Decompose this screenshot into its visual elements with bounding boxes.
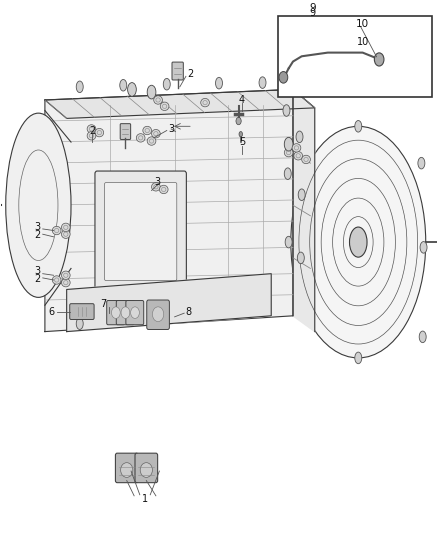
Ellipse shape <box>140 463 152 478</box>
Ellipse shape <box>154 96 162 104</box>
Ellipse shape <box>279 71 288 83</box>
FancyBboxPatch shape <box>172 62 184 80</box>
Ellipse shape <box>215 77 223 89</box>
Ellipse shape <box>143 126 152 135</box>
Ellipse shape <box>150 316 157 327</box>
Ellipse shape <box>152 307 164 321</box>
Text: 10: 10 <box>357 37 369 47</box>
Ellipse shape <box>120 463 133 478</box>
Ellipse shape <box>112 307 120 318</box>
Ellipse shape <box>160 102 169 110</box>
Ellipse shape <box>131 307 139 318</box>
Text: 7: 7 <box>101 299 107 309</box>
Ellipse shape <box>355 352 362 364</box>
Text: 5: 5 <box>239 137 245 147</box>
Ellipse shape <box>285 236 292 248</box>
Ellipse shape <box>284 148 293 157</box>
Ellipse shape <box>284 138 293 151</box>
Ellipse shape <box>120 79 127 91</box>
Ellipse shape <box>6 113 71 297</box>
Text: 2: 2 <box>35 274 41 284</box>
Ellipse shape <box>418 157 425 169</box>
Ellipse shape <box>296 131 303 143</box>
Ellipse shape <box>298 189 305 200</box>
Ellipse shape <box>76 318 83 329</box>
FancyBboxPatch shape <box>120 124 131 140</box>
FancyBboxPatch shape <box>116 453 138 483</box>
FancyBboxPatch shape <box>147 300 170 329</box>
Ellipse shape <box>52 276 61 284</box>
Ellipse shape <box>61 278 70 287</box>
Ellipse shape <box>163 78 170 90</box>
Ellipse shape <box>374 53 384 66</box>
Text: 6: 6 <box>48 306 54 317</box>
Text: 3: 3 <box>35 222 41 232</box>
Text: 3: 3 <box>168 124 174 134</box>
Text: 10: 10 <box>356 19 369 29</box>
Ellipse shape <box>419 331 426 343</box>
FancyBboxPatch shape <box>126 301 144 325</box>
Text: 4: 4 <box>239 95 245 105</box>
Ellipse shape <box>292 144 301 152</box>
Text: 2: 2 <box>187 69 194 79</box>
Ellipse shape <box>61 230 70 238</box>
Bar <box>278 16 432 98</box>
Polygon shape <box>293 90 315 332</box>
Ellipse shape <box>259 77 266 88</box>
Ellipse shape <box>127 83 136 96</box>
Text: 9: 9 <box>309 3 316 13</box>
Ellipse shape <box>152 183 160 191</box>
Text: 1: 1 <box>142 494 148 504</box>
Ellipse shape <box>291 126 426 358</box>
Ellipse shape <box>159 185 168 193</box>
Ellipse shape <box>294 151 303 160</box>
Text: 3: 3 <box>35 266 41 276</box>
Ellipse shape <box>147 137 156 146</box>
FancyBboxPatch shape <box>105 183 177 280</box>
Text: 2: 2 <box>35 230 41 240</box>
Ellipse shape <box>302 155 311 164</box>
Text: 8: 8 <box>185 306 191 317</box>
Ellipse shape <box>61 223 70 231</box>
Text: 9: 9 <box>310 8 316 18</box>
Ellipse shape <box>355 120 362 132</box>
Ellipse shape <box>420 241 427 253</box>
Ellipse shape <box>152 130 160 138</box>
Ellipse shape <box>87 132 96 140</box>
Ellipse shape <box>61 271 70 279</box>
FancyBboxPatch shape <box>107 301 124 325</box>
FancyBboxPatch shape <box>135 453 158 483</box>
Ellipse shape <box>284 168 291 180</box>
Ellipse shape <box>121 307 130 318</box>
Ellipse shape <box>76 81 83 93</box>
Ellipse shape <box>136 134 145 142</box>
Ellipse shape <box>147 85 156 99</box>
Polygon shape <box>45 90 315 118</box>
Text: 3: 3 <box>154 176 160 187</box>
Text: 2: 2 <box>89 125 95 135</box>
Ellipse shape <box>239 132 243 137</box>
Ellipse shape <box>297 252 304 264</box>
Polygon shape <box>45 90 293 332</box>
Ellipse shape <box>95 128 104 137</box>
Ellipse shape <box>52 227 61 235</box>
FancyBboxPatch shape <box>116 301 134 325</box>
Polygon shape <box>67 273 271 332</box>
Ellipse shape <box>201 99 209 107</box>
Ellipse shape <box>350 227 367 257</box>
FancyBboxPatch shape <box>95 171 186 292</box>
Ellipse shape <box>87 125 96 133</box>
Ellipse shape <box>283 104 290 116</box>
Ellipse shape <box>236 117 241 125</box>
FancyBboxPatch shape <box>70 304 94 319</box>
